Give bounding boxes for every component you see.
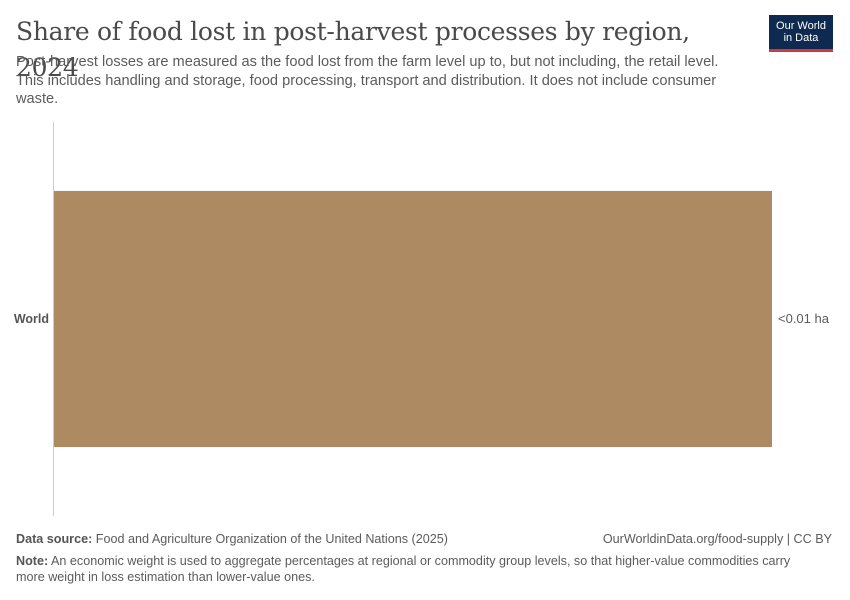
chart-note: Note: An economic weight is used to aggr… — [16, 553, 816, 585]
category-label: World — [14, 312, 49, 326]
data-source: Data source: Food and Agriculture Organi… — [16, 532, 448, 546]
value-label: <0.01 ha — [778, 311, 830, 326]
bar-chart: World <0.01 ha — [14, 122, 830, 516]
bar-world[interactable] — [54, 190, 772, 448]
chart-subtitle: Post-harvest losses are measured as the … — [16, 54, 719, 107]
data-source-label: Data source: — [16, 532, 93, 546]
owid-url-license[interactable]: OurWorldinData.org/food-supply | CC BY — [602, 532, 832, 546]
chart-title: Share of food lost in post-harvest proce… — [16, 17, 690, 82]
data-source-link[interactable]: Food and Agriculture Organization of the… — [95, 532, 448, 546]
logo-line-1: Our World — [776, 20, 826, 32]
owid-logo[interactable]: Our World in Data — [769, 15, 833, 52]
note-label: Note: — [16, 554, 49, 568]
note-text: An economic weight is used to aggregate … — [16, 554, 791, 584]
logo-line-2: in Data — [783, 32, 819, 44]
